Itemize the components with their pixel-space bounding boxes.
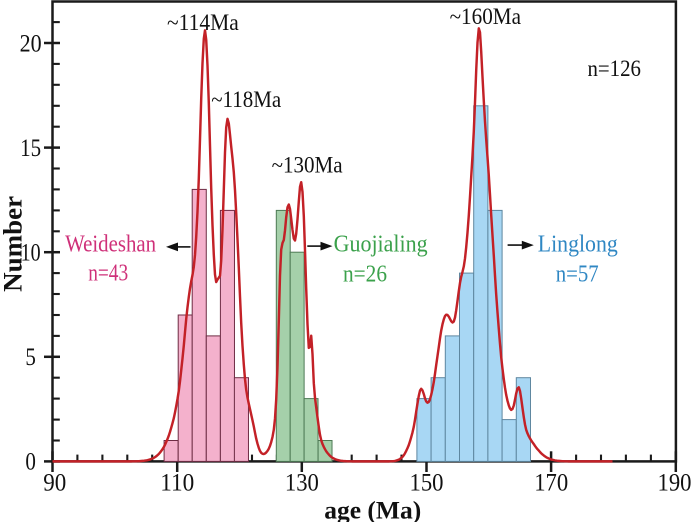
svg-text:170: 170: [534, 468, 568, 497]
svg-text:15: 15: [20, 133, 41, 162]
svg-text:n=26: n=26: [343, 261, 387, 288]
svg-text:~114Ma: ~114Ma: [167, 10, 239, 36]
svg-text:Guojialing: Guojialing: [334, 230, 428, 257]
svg-text:150: 150: [410, 468, 444, 497]
svg-text:n=57: n=57: [556, 261, 599, 288]
svg-text:0: 0: [25, 447, 36, 476]
svg-text:190: 190: [658, 468, 692, 497]
svg-text:130: 130: [285, 468, 319, 497]
svg-text:110: 110: [160, 468, 194, 497]
svg-text:n=126: n=126: [587, 56, 641, 82]
svg-text:age (Ma): age (Ma): [324, 495, 421, 522]
svg-text:90: 90: [43, 468, 66, 497]
svg-text:Linglong: Linglong: [538, 230, 618, 257]
svg-text:~118Ma: ~118Ma: [211, 87, 282, 113]
svg-text:n=43: n=43: [88, 259, 128, 286]
svg-text:~160Ma: ~160Ma: [450, 4, 522, 30]
svg-text:10: 10: [21, 238, 41, 267]
svg-text:Weideshan: Weideshan: [65, 230, 156, 257]
svg-text:20: 20: [20, 29, 42, 58]
svg-text:~130Ma: ~130Ma: [272, 153, 344, 179]
svg-text:Number: Number: [0, 196, 28, 292]
svg-text:5: 5: [25, 342, 36, 371]
